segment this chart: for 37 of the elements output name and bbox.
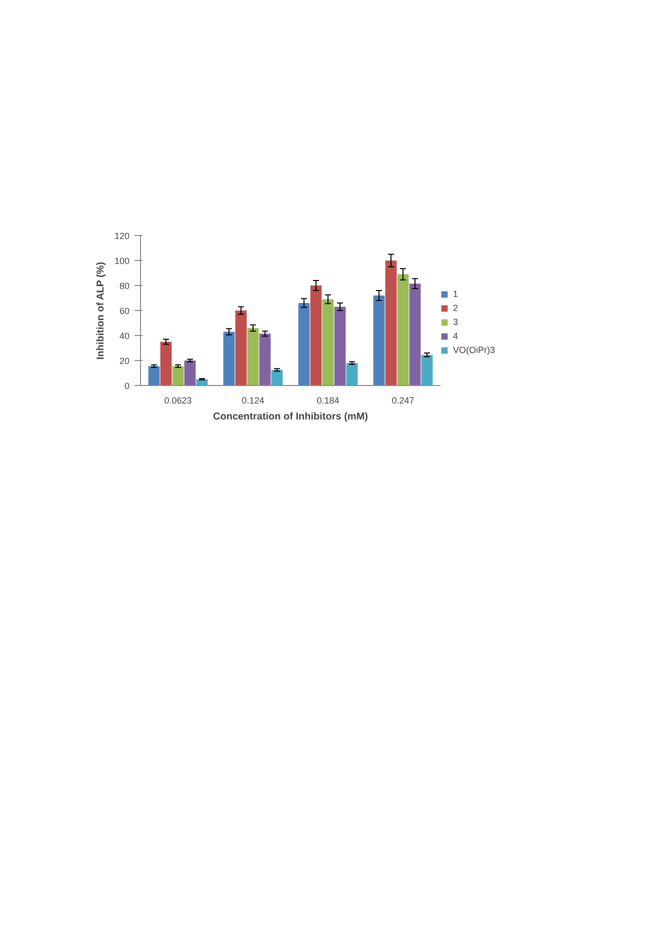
bar xyxy=(235,310,247,386)
y-tick-label: 60 xyxy=(119,306,130,316)
bar xyxy=(298,303,310,386)
y-tick-label: 40 xyxy=(119,331,130,341)
x-tick-label: 0.0623 xyxy=(164,396,192,406)
y-tick-label: 20 xyxy=(119,356,130,366)
legend-label: 3 xyxy=(453,317,460,327)
bar xyxy=(223,332,235,386)
legend-label: 2 xyxy=(453,303,460,313)
y-tick-label: 0 xyxy=(124,381,130,391)
legend-label: 4 xyxy=(453,331,460,341)
y-axis-title: Inhibition of ALP (%) xyxy=(95,262,106,360)
y-tick-label: 80 xyxy=(119,281,130,291)
bar xyxy=(172,366,184,386)
bar xyxy=(346,363,358,386)
bar xyxy=(409,284,421,386)
bar xyxy=(184,360,196,386)
x-tick-label: 0.247 xyxy=(392,396,414,406)
x-tick-label: 0.124 xyxy=(242,396,264,406)
bar xyxy=(310,286,322,386)
x-axis-title: Concentration of Inhibitors (mM) xyxy=(213,412,368,422)
bar xyxy=(385,260,397,386)
x-tick-label: 0.184 xyxy=(316,396,340,406)
y-tick-label: 120 xyxy=(114,231,130,241)
bar xyxy=(421,354,433,386)
bar xyxy=(247,328,259,386)
bar xyxy=(160,342,172,386)
legend-label: VO(OiPr)3 xyxy=(453,345,496,355)
bar xyxy=(334,306,346,386)
bar xyxy=(271,370,283,386)
bar xyxy=(373,296,385,386)
y-tick-label: 100 xyxy=(114,256,130,266)
bar xyxy=(322,299,334,386)
bar xyxy=(397,274,409,386)
bar xyxy=(259,334,271,386)
legend-label: 1 xyxy=(453,289,460,299)
bar xyxy=(148,366,160,386)
